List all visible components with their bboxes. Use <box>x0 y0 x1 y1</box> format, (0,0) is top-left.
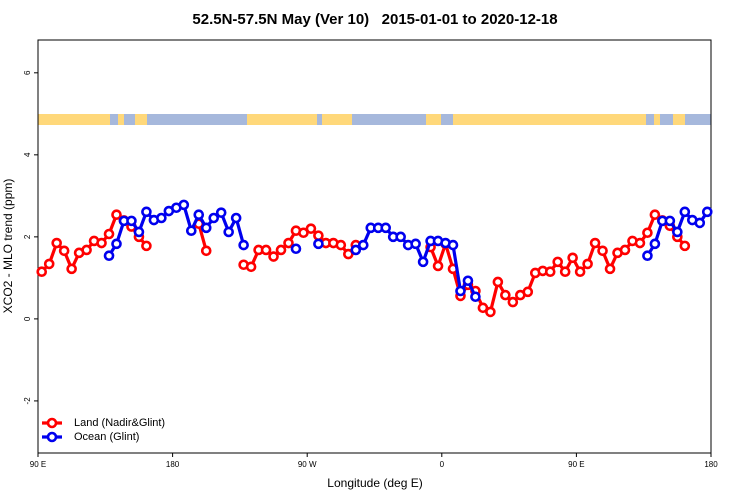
legend-marker <box>46 417 58 429</box>
data-point <box>43 258 55 270</box>
data-point <box>200 245 212 257</box>
data-point <box>559 266 571 278</box>
data-point <box>701 206 713 218</box>
data-point <box>178 199 190 211</box>
data-point <box>664 215 676 227</box>
data-point <box>208 212 220 224</box>
data-point <box>462 275 474 287</box>
data-point <box>223 226 234 238</box>
data-point <box>51 237 62 249</box>
data-point <box>58 245 70 257</box>
data-point <box>492 276 504 288</box>
y-tick-label: 6 <box>23 70 32 75</box>
data-point <box>694 217 706 229</box>
data-point <box>66 263 77 275</box>
data-point <box>597 245 608 257</box>
data-point <box>417 256 429 268</box>
data-point <box>619 244 631 256</box>
x-tick-label: 180 <box>704 460 718 469</box>
data-point <box>103 228 115 240</box>
data-point <box>604 263 616 275</box>
data-point <box>470 291 481 303</box>
data-point <box>679 206 691 218</box>
data-point <box>298 227 309 239</box>
data-point <box>507 296 519 308</box>
x-tick-label: 180 <box>166 460 180 469</box>
legend-label: Land (Nadir&Glint) <box>74 417 165 429</box>
x-tick-label: 90 E <box>568 460 584 469</box>
data-point <box>260 244 272 256</box>
data-point <box>485 306 496 318</box>
y-axis-label: XCO2 - MLO trend (ppm) <box>1 179 15 314</box>
data-point <box>268 251 279 262</box>
data-point <box>141 206 152 218</box>
data-point <box>283 237 294 249</box>
data-point <box>642 227 653 239</box>
data-point <box>313 230 324 241</box>
data-point <box>410 238 421 250</box>
data-point <box>357 239 369 251</box>
chart-title: 52.5N-57.5N May (Ver 10) 2015-01-01 to 2… <box>192 11 557 28</box>
data-point <box>567 252 578 264</box>
data-point <box>126 215 137 227</box>
data-point <box>477 302 489 314</box>
land-ocean-strip <box>38 114 711 125</box>
data-point <box>141 240 152 252</box>
data-point <box>522 286 534 298</box>
data-point <box>313 238 324 250</box>
data-point <box>96 237 107 249</box>
data-point <box>275 244 287 256</box>
x-tick-label: 0 <box>440 460 445 469</box>
data-point <box>36 266 48 278</box>
legend-marker <box>46 431 58 443</box>
data-point <box>500 289 511 301</box>
plot-frame <box>37 39 712 454</box>
data-point <box>679 240 691 252</box>
data-point <box>111 209 122 221</box>
x-axis-label: Longitude (deg E) <box>327 476 422 490</box>
data-point <box>634 237 646 249</box>
data-point <box>649 209 661 221</box>
data-point <box>350 244 362 256</box>
data-point <box>230 212 242 224</box>
data-point <box>432 260 444 272</box>
data-point <box>193 209 205 221</box>
data-point <box>447 239 459 251</box>
data-point <box>649 238 661 250</box>
data-point <box>305 223 317 234</box>
data-point <box>395 231 406 243</box>
data-point <box>238 239 249 251</box>
data-point <box>343 248 354 260</box>
data-point <box>215 207 227 218</box>
x-tick-label: 90 W <box>298 460 317 469</box>
data-point <box>81 244 92 256</box>
data-point <box>200 222 212 234</box>
data-point <box>111 238 122 250</box>
y-tick-label: 2 <box>23 234 32 239</box>
data-point <box>455 285 466 297</box>
data-point <box>245 261 257 273</box>
data-point <box>156 212 167 224</box>
data-point <box>133 226 145 238</box>
data-point <box>589 237 601 249</box>
y-tick-label: 4 <box>23 152 32 157</box>
data-point <box>552 256 564 268</box>
data-point <box>290 243 302 255</box>
data-point <box>574 266 586 278</box>
data-point <box>380 222 392 234</box>
x-tick-label: 90 E <box>30 460 46 469</box>
legend-label: Ocean (Glint) <box>74 431 139 443</box>
data-point <box>672 226 683 238</box>
data-point <box>544 266 556 278</box>
data-point <box>185 225 197 237</box>
y-tick-label: -2 <box>23 397 32 405</box>
data-point <box>582 258 593 270</box>
y-tick-label: 0 <box>23 316 32 321</box>
data-point <box>335 239 347 251</box>
data-point <box>103 250 115 262</box>
data-point <box>642 250 653 262</box>
